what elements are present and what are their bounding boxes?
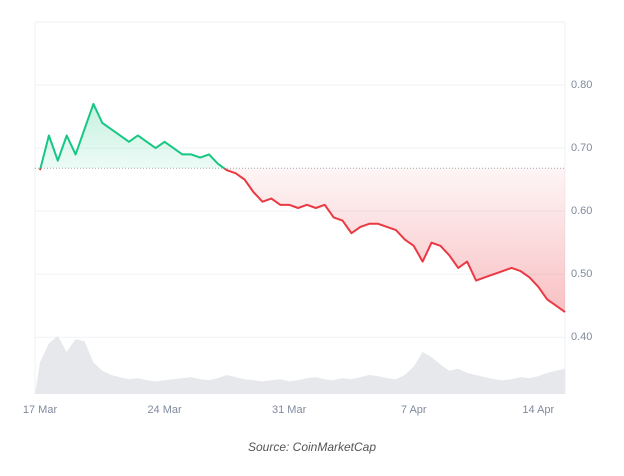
source: Source: CoinMarketCap xyxy=(248,440,376,454)
y-tick-label: 0.70 xyxy=(571,142,592,154)
price-line xyxy=(39,102,566,313)
y-tick-label: 0.40 xyxy=(571,331,592,343)
x-tick-label: 7 Apr xyxy=(401,404,427,416)
x-tick-label: 14 Apr xyxy=(522,404,554,416)
y-tick-label: 0.60 xyxy=(571,205,592,217)
volume-area xyxy=(35,336,565,394)
y-tick-label: 0.80 xyxy=(571,79,592,91)
x-tick-label: 24 Mar xyxy=(147,404,182,416)
price-area xyxy=(40,103,565,313)
x-tick-label: 31 Mar xyxy=(272,404,307,416)
x-tick-label: 17 Mar xyxy=(23,404,58,416)
y-tick-label: 0.50 xyxy=(571,268,592,280)
